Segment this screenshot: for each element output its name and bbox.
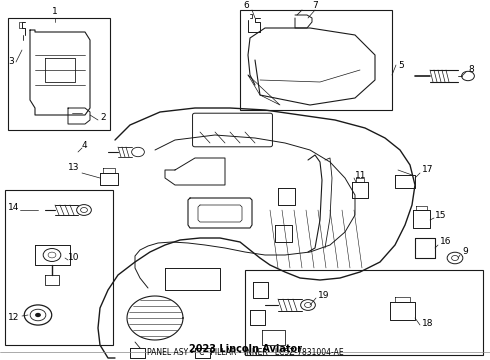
- Text: 14: 14: [8, 203, 20, 212]
- Text: 8: 8: [468, 66, 474, 75]
- Text: 13: 13: [68, 163, 79, 172]
- Text: 6: 6: [243, 0, 249, 9]
- Bar: [8, 18, 110, 130]
- Bar: [240, 10, 392, 110]
- Text: 16: 16: [440, 238, 451, 247]
- Text: 3: 3: [8, 58, 14, 67]
- Text: 1: 1: [52, 8, 58, 17]
- Text: 19: 19: [318, 291, 329, 300]
- Text: 7: 7: [312, 0, 318, 9]
- Circle shape: [35, 313, 41, 317]
- Text: 18: 18: [422, 319, 434, 328]
- Text: 12: 12: [8, 314, 20, 323]
- FancyBboxPatch shape: [193, 113, 272, 147]
- Text: PANEL ASY - "C" PILLAR - INNER   LC5Z-7831004-AE: PANEL ASY - "C" PILLAR - INNER LC5Z-7831…: [147, 348, 343, 357]
- Bar: [245, 270, 483, 355]
- Bar: [5, 190, 113, 345]
- Text: 15: 15: [435, 211, 446, 220]
- Text: 2023 Lincoln Aviator: 2023 Lincoln Aviator: [189, 343, 301, 354]
- Text: 4: 4: [82, 140, 88, 149]
- Text: 5: 5: [398, 60, 404, 69]
- Text: 10: 10: [68, 253, 79, 262]
- Text: 11: 11: [355, 171, 367, 180]
- Text: 17: 17: [422, 166, 434, 175]
- Text: 9: 9: [462, 248, 468, 256]
- Text: 2: 2: [100, 113, 106, 122]
